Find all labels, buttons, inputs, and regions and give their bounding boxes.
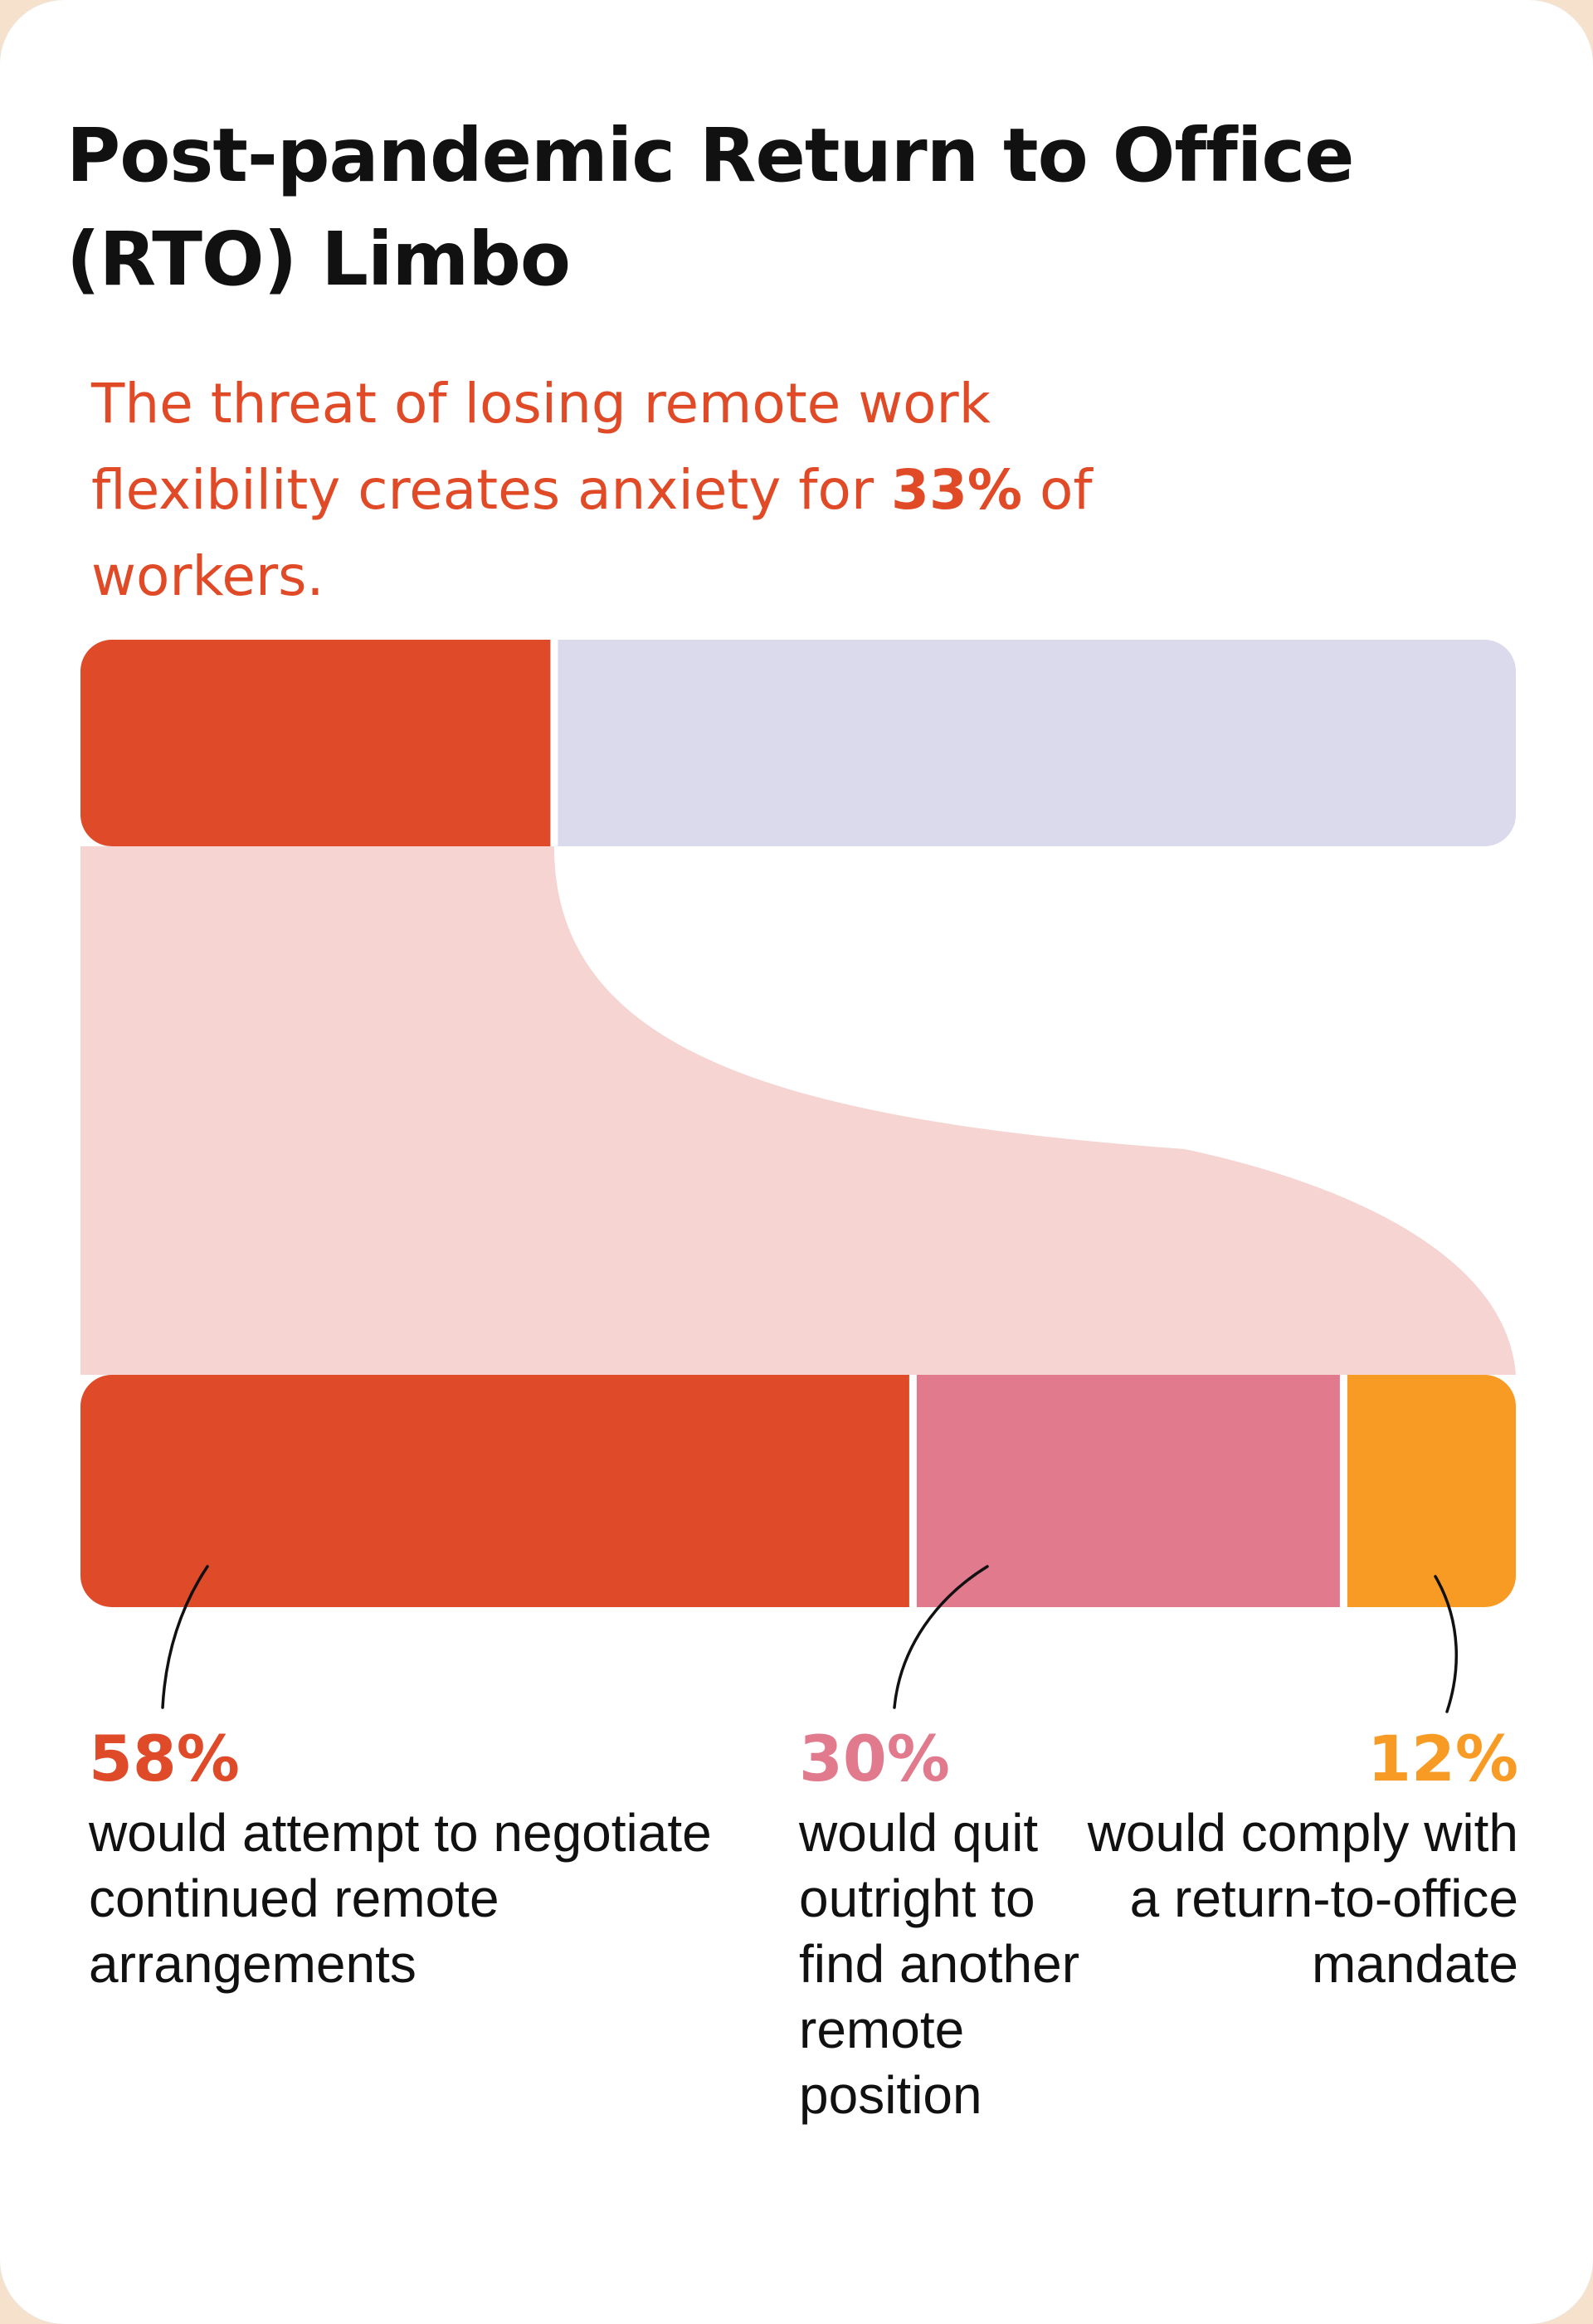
flow-band xyxy=(80,846,1516,1375)
segment-label-negotiate: 58% would attempt to negotiate continued… xyxy=(89,1717,719,1997)
subtitle-text-after: of workers. xyxy=(91,458,1093,608)
segment-percent-negotiate: 58% xyxy=(89,1722,240,1795)
chart-title: Post-pandemic Return to Office (RTO) Lim… xyxy=(66,112,1354,302)
bottom-bar-segment-2 xyxy=(1347,1375,1516,1607)
bottom-bar-segment-1 xyxy=(916,1375,1340,1607)
segment-description-comply: would comply with a return-to-office man… xyxy=(1087,1803,1518,1994)
subtitle-emphasis: 33% xyxy=(891,458,1023,522)
leader-line-0 xyxy=(161,1565,209,1709)
bottom-bar-segment-0 xyxy=(80,1375,909,1607)
segment-label-quit: 30% would quit outright to find another … xyxy=(799,1717,1114,2128)
segment-description-negotiate: would attempt to negotiate continued rem… xyxy=(89,1803,712,1994)
leader-line-2 xyxy=(1434,1575,1459,1713)
top-bar-segment-1 xyxy=(558,640,1516,846)
leader-line-1 xyxy=(893,1565,989,1709)
subtitle-text-before: The threat of losing remote work flexibi… xyxy=(91,372,991,522)
top-bar-segment-0 xyxy=(80,640,551,846)
segment-label-comply: 12% would comply with a return-to-office… xyxy=(1079,1717,1518,1997)
segment-percent-quit: 30% xyxy=(799,1722,950,1795)
segment-percent-comply: 12% xyxy=(1367,1722,1518,1795)
segment-description-quit: would quit outright to find another remo… xyxy=(799,1803,1080,2125)
chart-subtitle: The threat of losing remote work flexibi… xyxy=(91,361,1170,620)
